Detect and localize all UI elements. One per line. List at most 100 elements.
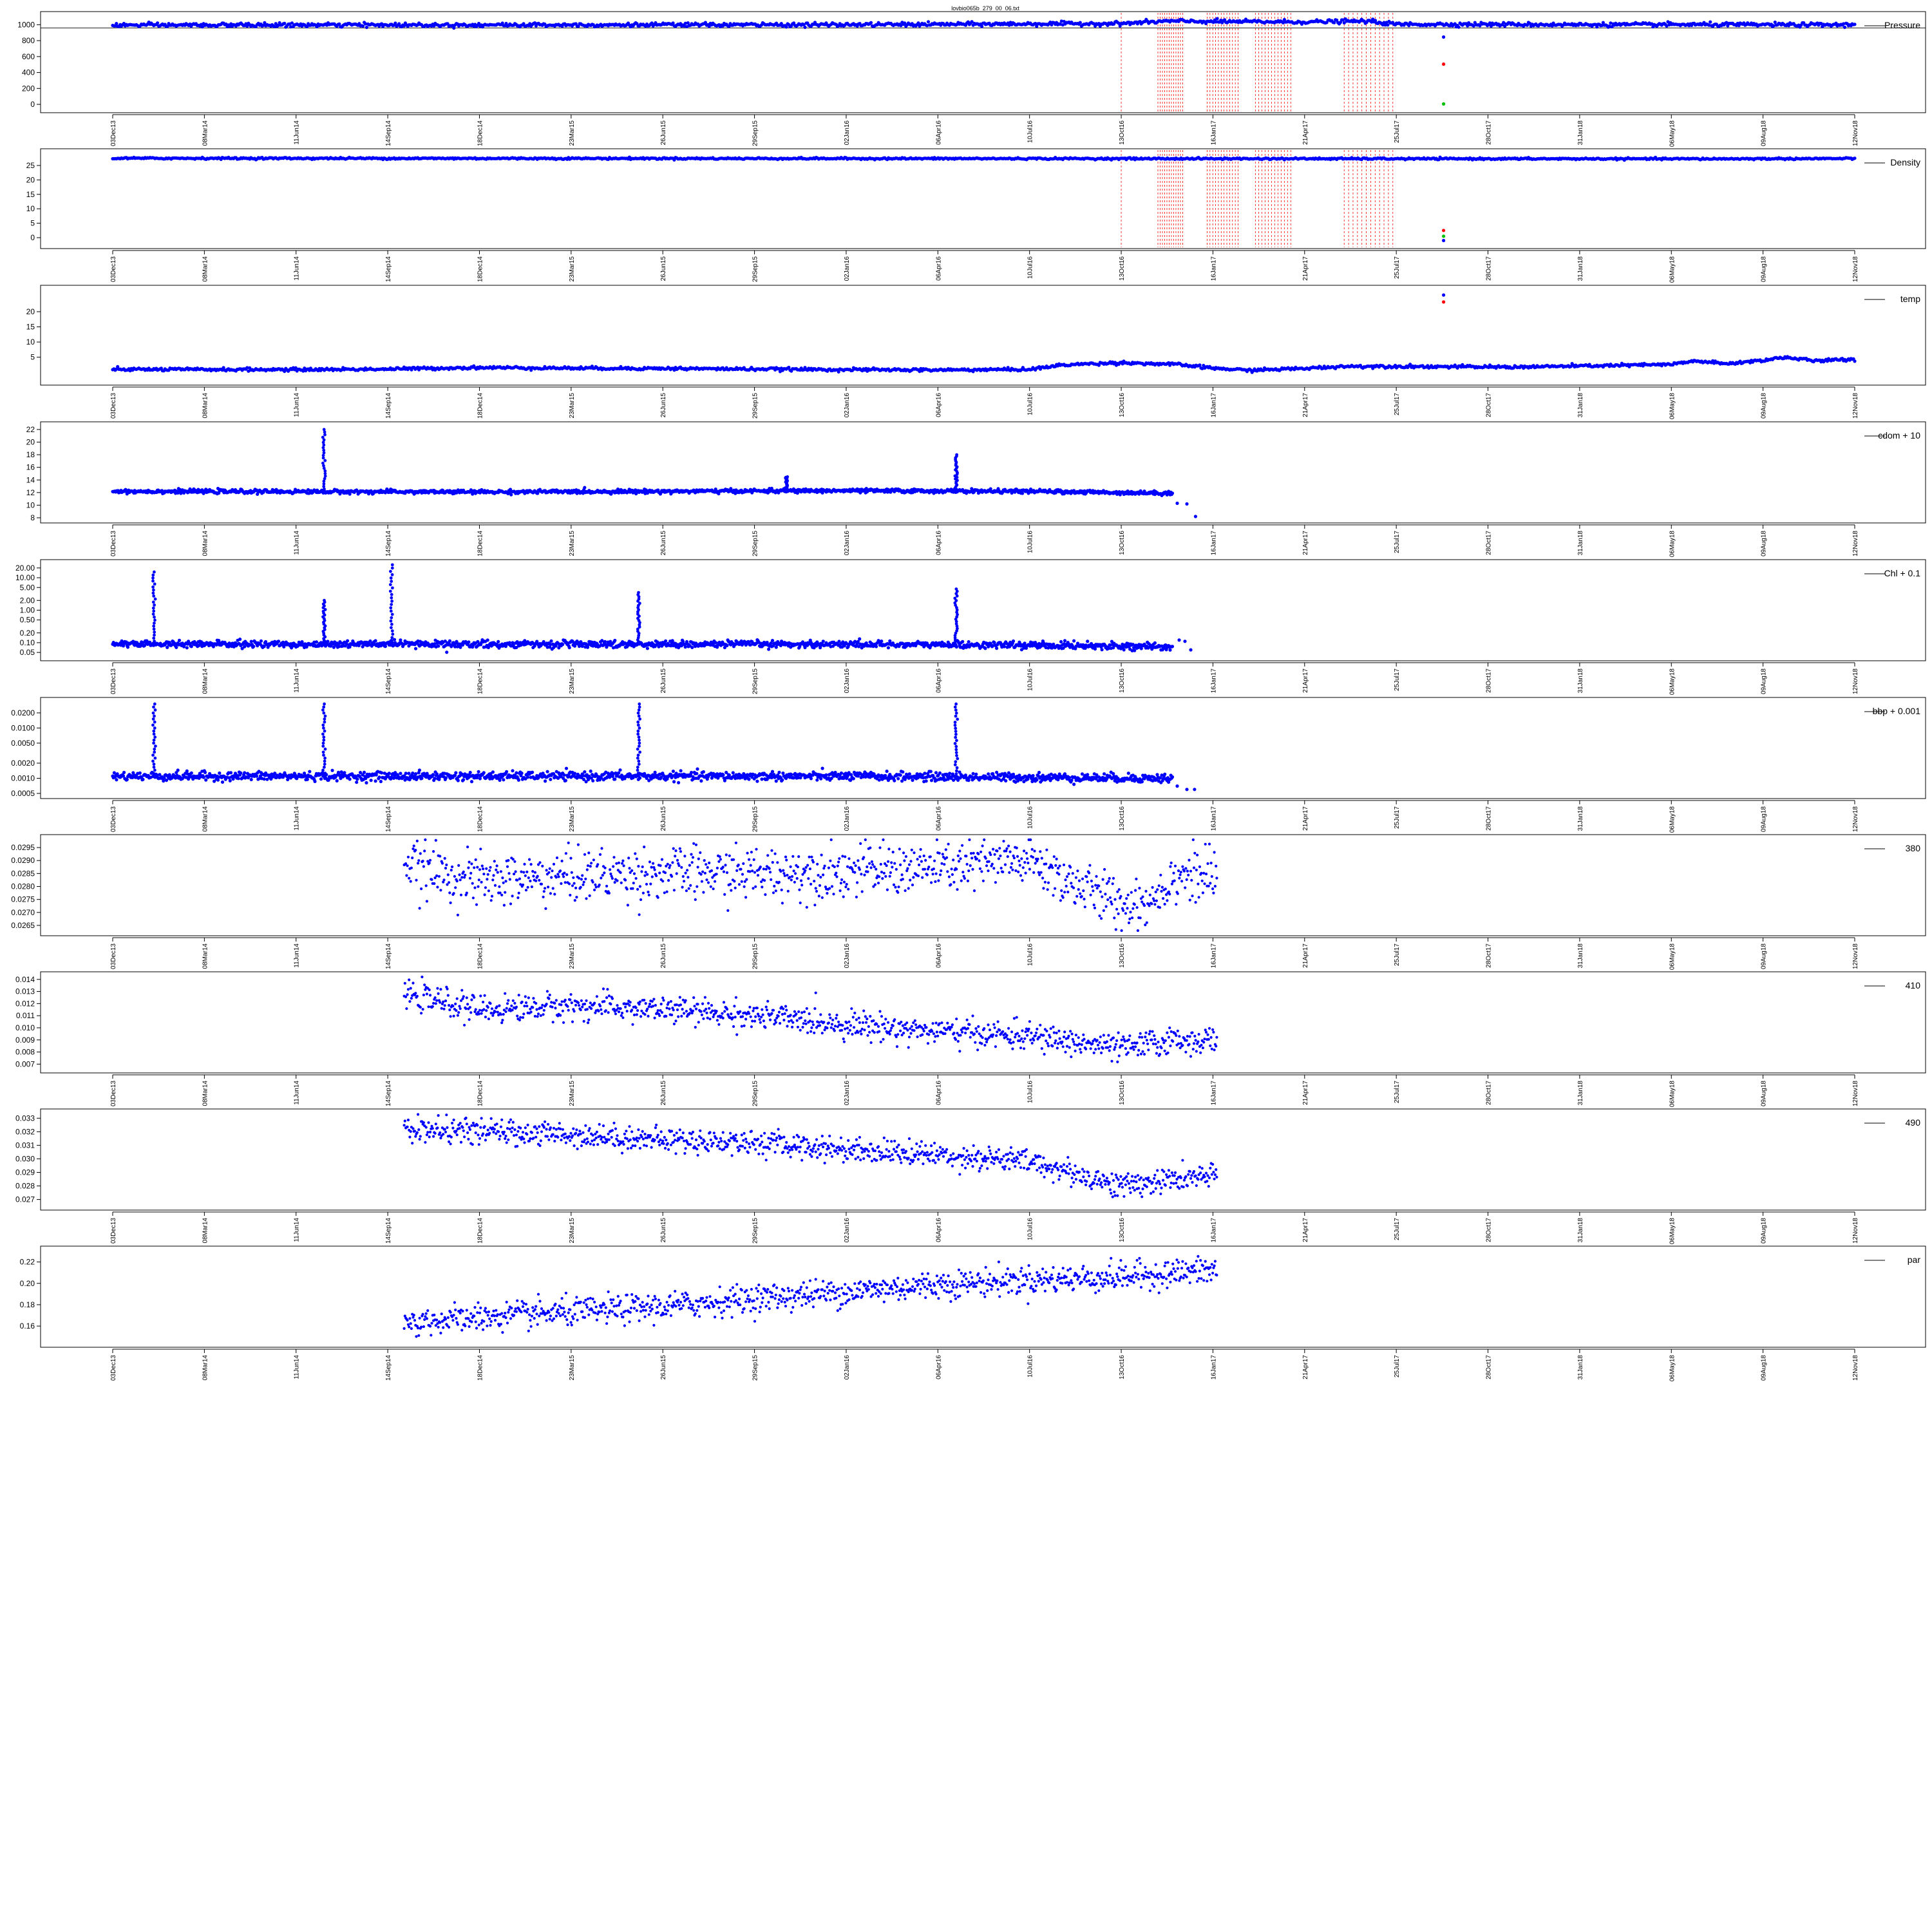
data-point: [274, 22, 278, 26]
x-tick-label: 21Apr17: [1302, 531, 1309, 555]
data-point: [402, 24, 406, 28]
data-point: [869, 21, 873, 24]
x-tick-label: 12Nov18: [1852, 120, 1859, 146]
x-tick-label: 29Sep15: [752, 256, 759, 282]
x-tick-label: 06May18: [1669, 256, 1676, 283]
data-point: [276, 23, 280, 28]
x-tick-label: 09Aug18: [1761, 120, 1768, 146]
x-tick-label: 06May18: [1669, 120, 1676, 147]
x-tick-label: 29Sep15: [752, 120, 759, 146]
x-tick-label: 23Mar15: [569, 531, 576, 556]
data-point: [365, 25, 369, 30]
legend-label: temp: [1900, 294, 1920, 304]
y-tick-label: 10: [26, 500, 35, 509]
profile-flag-lines: [1121, 150, 1394, 247]
x-tick-label: 25Jul17: [1394, 256, 1401, 279]
data-point: [446, 22, 450, 26]
outlier-point: [1442, 293, 1446, 297]
x-tick-label: 10Jul16: [1027, 120, 1034, 143]
file-title: lovbio065b_279_00_06.txt: [951, 5, 1019, 12]
x-tick-label: 31Jan18: [1577, 120, 1584, 146]
x-tick-label: 23Mar15: [569, 256, 576, 282]
outlier-point: [1442, 234, 1446, 238]
y-tick-label: 20: [26, 438, 35, 447]
data-point: [980, 24, 984, 28]
data-point: [1853, 23, 1857, 26]
series-points: [111, 155, 1857, 243]
x-tick-label: 28Oct17: [1486, 120, 1493, 145]
data-point: [837, 370, 840, 374]
data-point: [1853, 156, 1857, 160]
data-point: [393, 21, 397, 25]
x-tick-label: 02Jan16: [844, 531, 851, 556]
series-points: [111, 293, 1857, 374]
data-point: [477, 21, 481, 26]
data-point: [337, 22, 341, 26]
x-tick-label: 26Jun15: [660, 531, 667, 556]
y-tick-label: 1000: [17, 20, 35, 29]
x-tick-label: 28Oct17: [1486, 393, 1493, 417]
x-tick-label: 28Oct17: [1486, 256, 1493, 281]
y-tick-label: 800: [22, 36, 35, 45]
x-tick-label: 13Oct16: [1119, 393, 1126, 417]
y-tick-label: 20: [26, 307, 35, 316]
x-tick-label: 06Apr16: [935, 393, 942, 417]
plot-frame: [40, 11, 1926, 113]
x-tick-label: 25Jul17: [1394, 393, 1401, 415]
x-tick-label: 16Jan17: [1210, 531, 1217, 556]
x-tick-label: 25Jul17: [1394, 531, 1401, 553]
outlier-point: [1442, 238, 1446, 243]
x-tick-label: 14Sep14: [385, 256, 392, 282]
data-point: [363, 22, 368, 26]
data-point: [1457, 25, 1461, 29]
y-tick-label: 5: [30, 219, 35, 228]
x-tick-label: 23Mar15: [569, 393, 576, 419]
data-point: [115, 22, 118, 26]
data-point: [289, 25, 293, 29]
data-point: [1198, 363, 1202, 367]
x-tick-label: 23Mar15: [569, 120, 576, 146]
y-tick-label: 0: [30, 100, 35, 109]
x-tick-label: 03Dec13: [110, 531, 117, 556]
data-point: [1709, 20, 1712, 24]
x-tick-label: 06Apr16: [935, 120, 942, 145]
x-tick-label: 29Sep15: [752, 393, 759, 419]
legend-label: cdom + 10: [1878, 430, 1920, 440]
x-tick-label: 25Jul17: [1394, 120, 1401, 143]
data-point: [803, 25, 807, 30]
outlier-point: [1442, 300, 1446, 304]
y-tick-label: 8: [30, 513, 35, 522]
x-tick-label: 09Aug18: [1761, 531, 1768, 556]
data-point: [1773, 20, 1777, 24]
x-tick-label: 08Mar14: [202, 120, 209, 146]
x-tick-label: 06May18: [1669, 393, 1676, 420]
outlier-point: [1442, 102, 1446, 106]
x-tick-label: 26Jun15: [660, 393, 667, 418]
series-points: [111, 428, 1197, 518]
profile-flag-lines: [1121, 13, 1394, 111]
x-tick-label: 08Mar14: [202, 393, 209, 419]
data-point: [452, 26, 456, 30]
data-point: [784, 25, 788, 29]
outlier-point: [1442, 62, 1446, 66]
outlier-point: [1442, 35, 1446, 39]
x-tick-label: 03Dec13: [110, 393, 117, 419]
y-tick-label: 10: [26, 204, 35, 213]
x-tick-label: 18Dec14: [477, 120, 484, 146]
data-point: [361, 24, 365, 28]
legend-label: Density: [1890, 157, 1920, 167]
y-tick-label: 0: [30, 233, 35, 242]
data-point: [1853, 359, 1857, 363]
x-tick-label: 13Oct16: [1119, 120, 1126, 145]
y-tick-label: 15: [26, 190, 35, 199]
legend: Density: [1864, 157, 1920, 167]
x-tick-label: 18Dec14: [477, 531, 484, 556]
x-tick-label: 10Jul16: [1027, 393, 1034, 415]
x-tick-label: 09Aug18: [1761, 393, 1768, 419]
x-tick-label: 14Sep14: [385, 120, 392, 146]
data-point: [305, 24, 309, 29]
